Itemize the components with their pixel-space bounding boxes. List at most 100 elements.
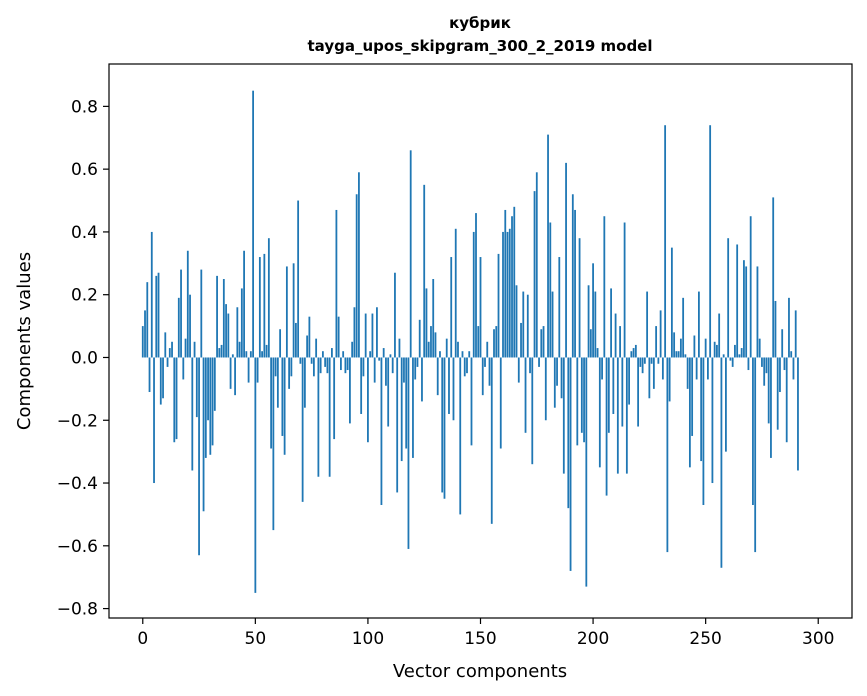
bar (493, 329, 495, 358)
bar (398, 338, 401, 358)
bar (418, 319, 421, 358)
bar (758, 338, 761, 358)
bar (553, 357, 556, 408)
bar (331, 348, 333, 358)
bar (765, 357, 768, 374)
bar (254, 357, 257, 593)
bar (659, 310, 662, 358)
bar (490, 357, 493, 524)
bar (502, 231, 504, 358)
bar (713, 341, 716, 358)
bar (776, 357, 779, 430)
bar (308, 316, 311, 358)
bar (333, 357, 336, 440)
bar (373, 357, 376, 383)
bar (594, 291, 597, 358)
bar (229, 357, 232, 389)
bar (655, 326, 658, 358)
bar (173, 357, 176, 443)
bar (535, 172, 538, 358)
bar (427, 341, 430, 358)
bar (312, 357, 315, 377)
bar (679, 338, 682, 358)
bar (175, 357, 178, 440)
bar (459, 357, 462, 515)
bar (598, 357, 601, 468)
bar (290, 357, 293, 377)
bar (448, 357, 450, 414)
bar (511, 216, 513, 358)
bar (252, 90, 254, 358)
bar (412, 357, 414, 458)
bar (272, 357, 275, 531)
bar (646, 291, 649, 358)
bar (668, 357, 671, 402)
bar (738, 354, 741, 358)
bar (547, 134, 549, 358)
bar (364, 313, 367, 358)
bar (497, 253, 500, 358)
bar (614, 313, 617, 358)
bar (695, 357, 698, 380)
bar (216, 275, 218, 358)
x-tick-label: 150 (464, 629, 496, 649)
bar (707, 357, 709, 380)
bar (774, 300, 777, 358)
bar (270, 357, 273, 449)
bar (745, 266, 748, 358)
bar (475, 213, 477, 358)
bar (463, 357, 466, 377)
bar (146, 282, 149, 358)
bar (648, 357, 651, 399)
bar (407, 357, 410, 549)
bar (691, 357, 694, 436)
bar (522, 291, 525, 358)
bar (472, 231, 475, 358)
bar (258, 257, 261, 358)
bar (240, 288, 243, 358)
bar (234, 357, 236, 396)
bar (585, 357, 588, 587)
bar (425, 288, 428, 358)
bar (220, 344, 223, 358)
bar (184, 338, 187, 358)
bar (189, 294, 191, 358)
bar (515, 285, 518, 358)
bar (524, 357, 527, 433)
bar (747, 357, 750, 371)
x-tick-label: 0 (137, 629, 148, 649)
bar (303, 357, 306, 408)
bar (725, 357, 727, 452)
bar (526, 294, 529, 358)
bar (285, 266, 288, 358)
bar (186, 250, 189, 358)
bar (340, 357, 342, 371)
bar (222, 279, 225, 358)
bars-group (141, 90, 799, 593)
bar (256, 357, 259, 383)
bar (441, 357, 444, 493)
bar (718, 313, 721, 358)
bar (794, 310, 797, 358)
bar (578, 238, 581, 358)
x-tick-label: 300 (802, 629, 834, 649)
y-tick-label: 0.6 (71, 160, 98, 180)
bar (166, 357, 169, 367)
bar (292, 263, 295, 358)
bar (549, 222, 552, 358)
bar (488, 357, 491, 386)
bar (171, 341, 173, 358)
bar (477, 326, 480, 358)
bar (204, 357, 207, 458)
bar (168, 348, 171, 358)
bar (513, 206, 516, 358)
bar (583, 357, 585, 443)
bar (162, 357, 164, 399)
y-tick-label: 0.2 (71, 286, 98, 306)
bar (400, 357, 403, 462)
bar (466, 357, 468, 374)
bar (542, 326, 545, 358)
bar (396, 357, 399, 493)
bar (436, 357, 439, 396)
bar (533, 191, 536, 358)
